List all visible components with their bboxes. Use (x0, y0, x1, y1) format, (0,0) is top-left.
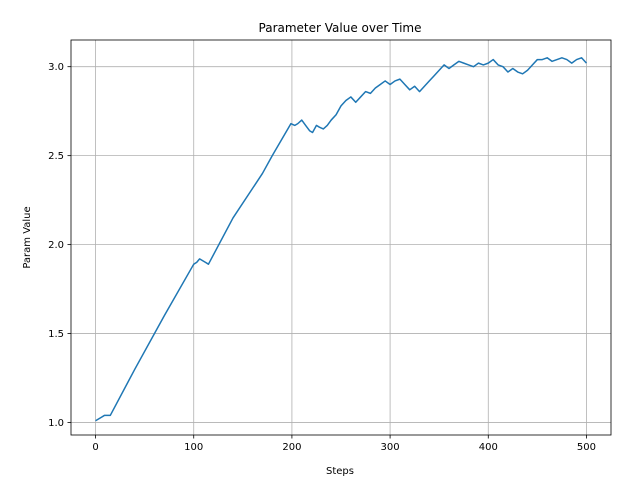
y-tick-label: 1.0 (48, 418, 64, 429)
y-tick-label: 3.0 (48, 62, 64, 73)
ticks: 0 100 200 300 400 500 1.0 1.5 2.0 2.5 3.0 (48, 62, 596, 453)
grid (71, 40, 611, 435)
x-axis-label: Steps (326, 466, 354, 477)
x-tick-label: 0 (92, 442, 98, 453)
axes-frame (70, 39, 612, 436)
y-tick-label: 1.5 (48, 329, 64, 340)
y-axis-label: Param Value (22, 206, 33, 268)
y-tick-label: 2.5 (48, 151, 64, 162)
x-tick-label: 400 (479, 442, 498, 453)
series-line (95, 57, 588, 422)
y-tick-label: 2.0 (48, 240, 64, 251)
x-tick-label: 200 (282, 442, 301, 453)
x-tick-label: 100 (184, 442, 203, 453)
x-tick-label: 300 (381, 442, 400, 453)
plot-area (95, 57, 588, 422)
chart-title: Parameter Value over Time (259, 21, 422, 35)
x-tick-label: 500 (577, 442, 596, 453)
